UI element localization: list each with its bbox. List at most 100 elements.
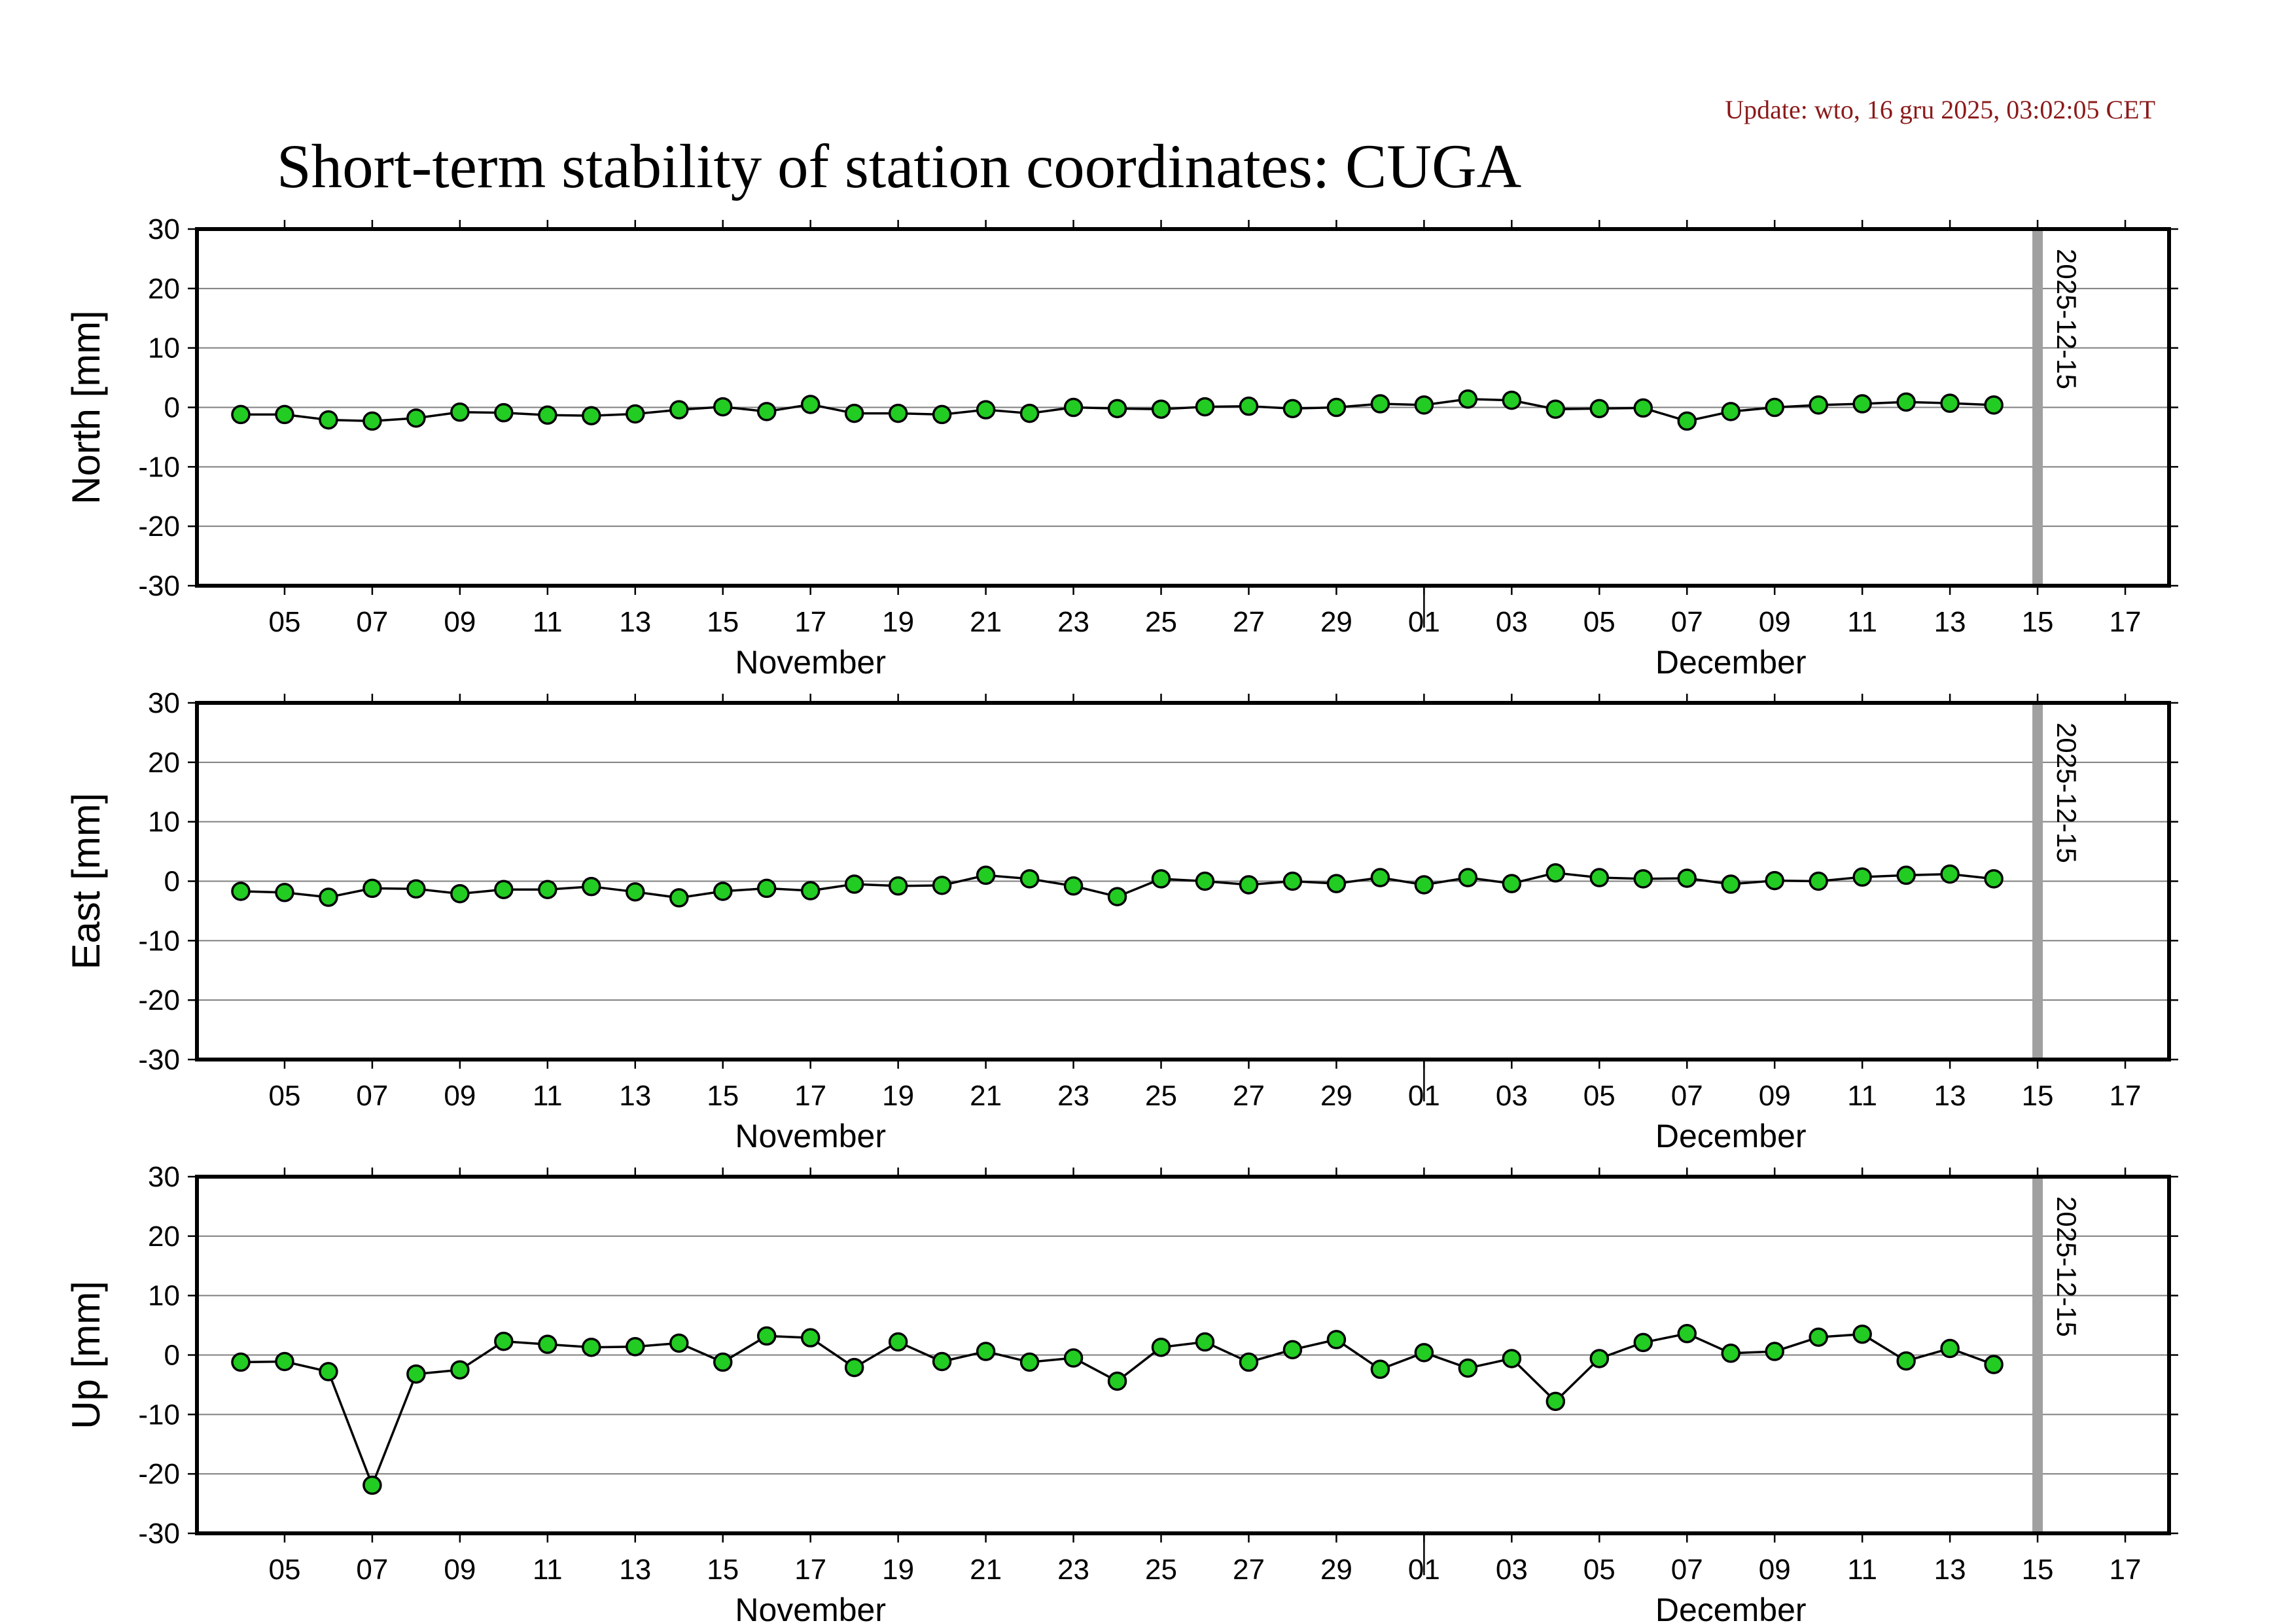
data-point bbox=[756, 402, 777, 421]
y-tick-label: 0 bbox=[164, 1340, 180, 1372]
data-point bbox=[1765, 870, 1784, 891]
x-tick-label: 11 bbox=[533, 606, 563, 638]
data-point bbox=[1677, 411, 1697, 431]
x-tick-label: 11 bbox=[1847, 1554, 1877, 1586]
data-point bbox=[319, 887, 338, 907]
data-point bbox=[1282, 399, 1303, 419]
x-tick-label: 17 bbox=[794, 1554, 826, 1586]
x-tick-label: 05 bbox=[268, 1554, 300, 1586]
data-point bbox=[932, 876, 952, 895]
x-tick-label: 15 bbox=[707, 1080, 739, 1112]
data-point bbox=[1282, 1340, 1303, 1360]
x-tick-label: 13 bbox=[619, 1554, 651, 1586]
data-point bbox=[1195, 397, 1215, 417]
data-point bbox=[231, 1352, 251, 1372]
data-point bbox=[1458, 1358, 1478, 1378]
month-label: November bbox=[735, 1592, 886, 1623]
data-point bbox=[626, 1337, 645, 1357]
x-tick-label: 27 bbox=[1233, 1554, 1265, 1586]
data-point bbox=[406, 879, 426, 899]
data-point bbox=[1896, 392, 1916, 412]
x-tick-label: 13 bbox=[1934, 1080, 1966, 1112]
y-tick-label: -20 bbox=[138, 1458, 180, 1490]
x-tick-label: 29 bbox=[1320, 1080, 1352, 1112]
data-point bbox=[1984, 869, 2004, 889]
data-point bbox=[844, 403, 864, 423]
data-point bbox=[800, 395, 821, 414]
y-tick-label: -10 bbox=[138, 1399, 180, 1431]
data-point bbox=[1151, 869, 1171, 889]
data-point bbox=[1589, 399, 1610, 419]
data-point bbox=[713, 397, 733, 417]
x-tick-label: 09 bbox=[1759, 1554, 1791, 1586]
data-point bbox=[1765, 1342, 1784, 1361]
data-point bbox=[1195, 1332, 1215, 1352]
x-tick-label: 17 bbox=[794, 606, 826, 638]
data-point bbox=[494, 402, 514, 423]
data-point bbox=[713, 882, 733, 901]
data-point bbox=[1896, 865, 1916, 885]
data-point bbox=[1809, 1327, 1828, 1347]
update-timestamp: Update: wto, 16 gru 2025, 03:02:05 CET bbox=[1725, 95, 2155, 124]
x-tick-label: 15 bbox=[707, 1554, 739, 1586]
y-tick-label: -20 bbox=[138, 984, 180, 1016]
data-point bbox=[932, 404, 952, 425]
marker-date-label: 2025-12-15 bbox=[2051, 722, 2082, 863]
data-point bbox=[362, 411, 382, 431]
data-point bbox=[538, 405, 557, 425]
x-tick-label: 23 bbox=[1057, 606, 1089, 638]
data-point bbox=[494, 1331, 514, 1351]
x-tick-label: 11 bbox=[533, 1554, 563, 1586]
data-point bbox=[626, 882, 645, 902]
y-tick-label: -30 bbox=[138, 570, 180, 602]
data-point bbox=[1852, 1324, 1872, 1344]
x-tick-label: 09 bbox=[1759, 1080, 1791, 1112]
data-point bbox=[932, 1351, 952, 1372]
data-point bbox=[1239, 396, 1259, 416]
data-point bbox=[1063, 876, 1084, 896]
data-point bbox=[713, 1352, 733, 1372]
y-axis-label: Up [mm] bbox=[64, 1281, 108, 1429]
data-point bbox=[450, 1360, 470, 1380]
x-tick-label: 09 bbox=[444, 1080, 476, 1112]
data-point bbox=[1502, 390, 1522, 410]
data-point bbox=[362, 1475, 382, 1495]
x-tick-label: 09 bbox=[1759, 606, 1791, 638]
data-point bbox=[1414, 395, 1434, 415]
data-point bbox=[1107, 399, 1127, 419]
data-point bbox=[406, 1364, 426, 1384]
data-point bbox=[1282, 871, 1303, 891]
y-tick-label: 20 bbox=[148, 747, 180, 779]
data-point bbox=[1019, 869, 1040, 889]
data-point bbox=[275, 883, 294, 902]
x-tick-label: 29 bbox=[1320, 606, 1352, 638]
data-point bbox=[582, 406, 601, 425]
panel-0: 30 20 10 0 -10 -20 -30 2025-12-15 05 07 09 11 13 15 17… bbox=[64, 213, 2178, 681]
data-point bbox=[1984, 395, 2004, 415]
data-point bbox=[1239, 875, 1259, 895]
y-tick-label: 0 bbox=[164, 392, 180, 424]
chart-title: Short-term stability of station coordina… bbox=[277, 132, 1521, 201]
y-tick-label: 20 bbox=[148, 273, 180, 305]
data-point bbox=[1502, 874, 1522, 893]
plot-frame bbox=[195, 1175, 2171, 1535]
x-tick-label: 21 bbox=[970, 1080, 1002, 1112]
x-tick-label: 11 bbox=[1847, 606, 1877, 638]
data-point bbox=[1545, 863, 1566, 883]
y-tick-label: 0 bbox=[164, 866, 180, 898]
data-point bbox=[1721, 874, 1740, 894]
data-point bbox=[1414, 875, 1434, 895]
data-point bbox=[275, 404, 294, 425]
data-point bbox=[1940, 1338, 1960, 1359]
data-point bbox=[1940, 393, 1960, 413]
x-tick-label: 17 bbox=[2110, 1554, 2142, 1586]
x-tick-label: 19 bbox=[882, 1554, 914, 1586]
month-label: November bbox=[735, 644, 886, 681]
y-tick-label: -30 bbox=[138, 1518, 180, 1550]
y-tick-label: 30 bbox=[148, 1161, 180, 1193]
y-tick-label: 30 bbox=[148, 687, 180, 719]
x-tick-label: 07 bbox=[1671, 606, 1703, 638]
data-point bbox=[888, 403, 908, 423]
data-point bbox=[1370, 868, 1390, 887]
y-tick-label: -20 bbox=[138, 510, 180, 543]
